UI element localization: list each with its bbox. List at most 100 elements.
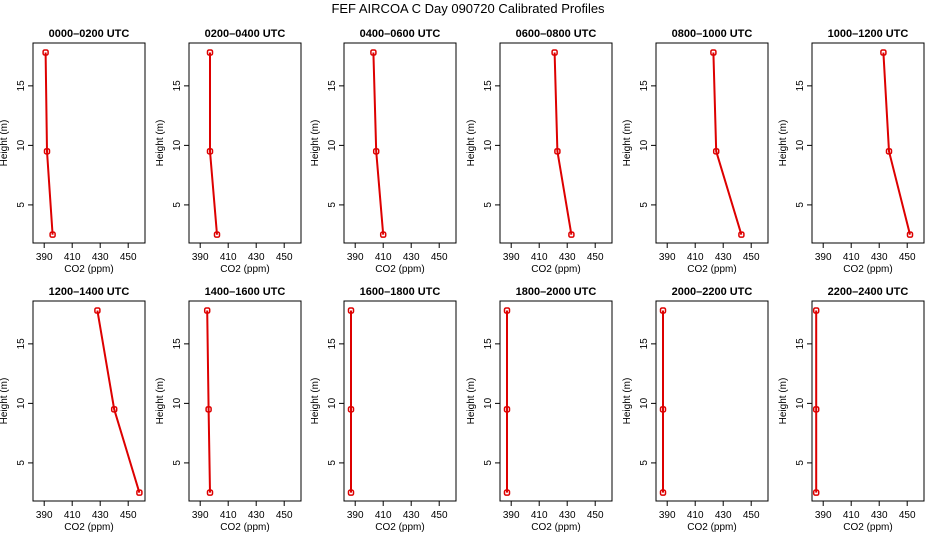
x-tick-label: 410 [843,252,860,263]
panel-10: 1800–2000 UTC 390 410 430 450 5 10 15 CO2 (ppm) H… [466,286,613,533]
y-tick-label: 5 [172,202,183,208]
x-tick-label: 410 [687,510,704,521]
panel-4: 0600–0800 UTC 390 410 430 450 5 10 15 CO2 (ppm) H… [466,28,613,275]
plot-frame [32,42,146,244]
profile-point-3 [812,307,820,314]
panel-1: 0000–0200 UTC 390 410 430 450 5 10 15 CO2 (ppm) H… [0,28,146,275]
x-tick-label: 450 [276,510,293,521]
profile-point-1 [906,231,914,238]
plot-frame [343,42,457,244]
y-tick-label: 15 [16,338,27,350]
plot-frame [343,300,457,502]
x-axis-label: CO2 (ppm) [64,264,113,275]
profile-point-1 [812,489,820,496]
plot-frame [499,300,613,502]
y-tick-label: 15 [639,338,650,350]
y-axis-label: Height (m) [466,120,477,167]
panel-7: 1200–1400 UTC 390 410 430 450 5 10 15 CO2 (ppm) H… [0,286,146,533]
x-tick-label: 390 [36,252,53,263]
plot-frame [655,42,769,244]
profile-point-2 [205,406,212,413]
panel-12: 2200–2400 UTC 390 410 430 450 5 10 15 CO2 (ppm) H… [778,286,925,533]
panel-title: 0600–0800 UTC [516,28,597,40]
y-tick-label: 5 [172,460,183,466]
panel-title: 0000–0200 UTC [49,28,130,40]
profile-point-3 [659,307,667,314]
x-tick-label: 430 [403,252,420,263]
panel-title: 2000–2200 UTC [672,286,753,298]
profile-point-1 [136,489,143,496]
x-tick-label: 410 [531,510,548,521]
x-tick-label: 430 [559,510,576,521]
y-tick-label: 5 [327,202,338,208]
profile-point-2 [812,406,820,413]
plot-frame [188,300,302,502]
y-axis-label: Height (m) [778,378,789,425]
y-tick-label: 5 [483,202,494,208]
x-tick-label: 390 [503,252,520,263]
y-tick-label: 5 [327,460,338,466]
y-tick-label: 10 [795,139,806,151]
x-tick-label: 430 [715,510,732,521]
y-axis-label: Height (m) [310,378,321,425]
y-axis-label: Height (m) [622,378,633,425]
y-tick-label: 10 [327,139,338,151]
profile-point-3 [880,49,887,56]
x-tick-label: 410 [64,510,81,521]
profile-point-3 [551,49,558,56]
x-tick-label: 410 [220,252,237,263]
panel-title: 0800–1000 UTC [672,28,753,40]
profile-point-1 [738,231,745,238]
y-tick-label: 15 [327,338,338,350]
y-tick-label: 15 [483,338,494,350]
profile-point-1 [379,231,387,238]
plot-frame [32,300,146,502]
x-axis-label: CO2 (ppm) [220,522,269,533]
x-tick-label: 390 [347,252,364,263]
x-tick-label: 450 [276,252,293,263]
profile-point-3 [503,307,511,314]
x-tick-label: 450 [431,252,448,263]
y-tick-label: 15 [172,80,183,92]
x-tick-label: 390 [192,252,209,263]
panel-5: 0800–1000 UTC 390 410 430 450 5 10 15 CO2 (ppm) H… [622,28,769,275]
profile-point-2 [110,406,118,413]
profile-point-1 [213,231,221,238]
figure-title: FEF AIRCOA C Day 090720 Calibrated Profi… [331,1,605,16]
y-tick-label: 10 [483,139,494,151]
profile-point-3 [370,49,377,56]
x-tick-label: 450 [120,510,137,521]
y-tick-label: 15 [172,338,183,350]
plot-frame [188,42,302,244]
panel-3: 0400–0600 UTC 390 410 430 450 5 10 15 CO2 (ppm) H… [310,28,457,275]
profile-point-2 [372,148,380,155]
x-tick-label: 410 [375,510,392,521]
profile-point-1 [49,231,56,238]
x-tick-label: 450 [743,510,760,521]
y-tick-label: 10 [639,139,650,151]
x-tick-label: 430 [248,510,265,521]
y-tick-label: 5 [16,460,27,466]
y-tick-label: 15 [639,80,650,92]
profile-line [206,310,211,493]
plot-frame [655,300,769,502]
profile-point-1 [568,231,575,238]
panel-9: 1600–1800 UTC 390 410 430 450 5 10 15 CO2 (ppm) H… [310,286,457,533]
y-axis-label: Height (m) [466,378,477,425]
x-tick-label: 390 [659,510,676,521]
x-tick-label: 410 [375,252,392,263]
panel-2: 0200–0400 UTC 390 410 430 450 5 10 15 CO2 (ppm) H… [155,28,302,275]
profile-point-2 [347,406,355,413]
panel-8: 1400–1600 UTC 390 410 430 450 5 10 15 CO2 (ppm) H… [155,286,302,533]
y-axis-label: Height (m) [155,378,166,425]
x-tick-label: 390 [659,252,676,263]
x-tick-label: 450 [587,510,604,521]
x-tick-label: 410 [531,252,548,263]
x-tick-label: 450 [743,252,760,263]
x-axis-label: CO2 (ppm) [531,522,580,533]
y-tick-label: 5 [639,202,650,208]
x-tick-label: 430 [92,252,109,263]
y-tick-label: 10 [327,397,338,409]
plot-frame [811,300,925,502]
profile-line [209,52,218,235]
